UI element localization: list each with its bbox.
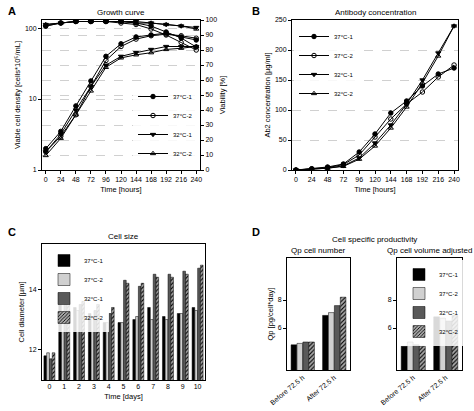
- svg-text:Antibody concentration: Antibody concentration: [335, 8, 416, 17]
- svg-text:Time [hours]: Time [hours]: [100, 185, 141, 194]
- svg-text:20: 20: [205, 136, 213, 143]
- svg-text:6: 6: [388, 324, 392, 331]
- svg-text:0: 0: [294, 176, 298, 183]
- svg-text:24: 24: [57, 176, 65, 183]
- svg-text:Before 72.5 h: Before 72.5 h: [379, 374, 416, 406]
- svg-text:48: 48: [72, 176, 80, 183]
- svg-text:32°C-2: 32°C-2: [439, 329, 458, 335]
- svg-text:96: 96: [355, 176, 363, 183]
- svg-text:240: 240: [448, 176, 460, 183]
- svg-text:Time [days]: Time [days]: [104, 392, 142, 401]
- svg-text:80: 80: [205, 46, 213, 53]
- svg-text:Qp cell number: Qp cell number: [291, 246, 346, 255]
- svg-text:C: C: [8, 226, 16, 238]
- svg-text:120: 120: [115, 176, 127, 183]
- svg-text:0: 0: [283, 166, 287, 173]
- svg-text:72: 72: [87, 176, 95, 183]
- svg-text:30: 30: [205, 121, 213, 128]
- svg-text:2: 2: [77, 383, 81, 390]
- svg-text:70: 70: [205, 61, 213, 68]
- svg-text:37°C-1: 37°C-1: [334, 34, 353, 40]
- svg-text:12: 12: [29, 346, 37, 353]
- svg-text:192: 192: [160, 176, 172, 183]
- svg-text:168: 168: [401, 176, 413, 183]
- svg-text:32°C-2: 32°C-2: [334, 91, 353, 97]
- svg-text:4: 4: [107, 383, 111, 390]
- svg-text:150: 150: [275, 76, 287, 83]
- svg-text:1: 1: [33, 166, 37, 173]
- svg-text:8: 8: [388, 296, 392, 303]
- svg-text:250: 250: [275, 16, 287, 23]
- svg-text:32°C-2: 32°C-2: [84, 315, 103, 321]
- svg-text:200: 200: [275, 46, 287, 53]
- svg-text:Time [hours]: Time [hours]: [354, 185, 395, 194]
- svg-text:72: 72: [339, 176, 347, 183]
- svg-text:9: 9: [181, 383, 185, 390]
- svg-text:5: 5: [122, 383, 126, 390]
- svg-text:37°C-2: 37°C-2: [334, 53, 353, 59]
- svg-text:96: 96: [102, 176, 110, 183]
- svg-text:32°C-1: 32°C-1: [173, 132, 192, 138]
- svg-text:37°C-2: 37°C-2: [84, 277, 103, 283]
- svg-text:Cell size: Cell size: [108, 232, 139, 241]
- svg-text:Cell specific productivity: Cell specific productivity: [332, 235, 417, 244]
- svg-text:14: 14: [29, 286, 37, 293]
- svg-text:216: 216: [175, 176, 187, 183]
- svg-text:60: 60: [205, 76, 213, 83]
- svg-text:Qp [pg/cell*day]: Qp [pg/cell*day]: [266, 288, 275, 341]
- svg-text:8: 8: [166, 383, 170, 390]
- svg-text:10: 10: [29, 95, 37, 102]
- svg-text:6: 6: [278, 324, 282, 331]
- svg-text:1: 1: [62, 383, 66, 390]
- svg-text:100: 100: [25, 25, 37, 32]
- svg-text:Ab2 concentration [µg/ml]: Ab2 concentration [µg/ml]: [263, 52, 272, 137]
- svg-text:37°C-1: 37°C-1: [439, 272, 458, 278]
- svg-text:8: 8: [278, 296, 282, 303]
- svg-text:0: 0: [47, 383, 51, 390]
- svg-text:Cell diameter [µm]: Cell diameter [µm]: [17, 281, 26, 342]
- svg-text:Viable cell density [cells*10⁵: Viable cell density [cells*10⁵/mL]: [13, 41, 22, 149]
- svg-text:After 72.5 h: After 72.5 h: [305, 374, 337, 403]
- svg-text:37°C-2: 37°C-2: [173, 113, 192, 119]
- svg-text:32°C-1: 32°C-1: [439, 310, 458, 316]
- svg-text:192: 192: [417, 176, 429, 183]
- svg-text:7: 7: [151, 383, 155, 390]
- svg-text:Viability [%]: Viability [%]: [218, 76, 227, 115]
- svg-text:Qp cell volume adjusted: Qp cell volume adjusted: [387, 246, 472, 255]
- svg-text:0: 0: [205, 166, 209, 173]
- svg-text:6: 6: [136, 383, 140, 390]
- svg-text:3: 3: [92, 383, 96, 390]
- svg-text:50: 50: [279, 136, 287, 143]
- svg-text:After 72.5 h: After 72.5 h: [416, 374, 448, 403]
- svg-text:10: 10: [205, 151, 213, 158]
- svg-text:37°C-2: 37°C-2: [439, 291, 458, 297]
- svg-text:37°C-1: 37°C-1: [173, 94, 192, 100]
- svg-text:144: 144: [385, 176, 397, 183]
- svg-text:120: 120: [369, 176, 381, 183]
- svg-text:Before 72.5 h: Before 72.5 h: [269, 374, 306, 406]
- svg-text:D: D: [252, 226, 260, 238]
- svg-text:168: 168: [145, 176, 157, 183]
- svg-text:90: 90: [205, 31, 213, 38]
- svg-text:24: 24: [308, 176, 316, 183]
- svg-text:100: 100: [275, 106, 287, 113]
- svg-text:144: 144: [130, 176, 142, 183]
- svg-text:32°C-2: 32°C-2: [173, 151, 192, 157]
- svg-text:B: B: [252, 5, 260, 17]
- svg-text:37°C-1: 37°C-1: [84, 258, 103, 264]
- svg-text:240: 240: [190, 176, 202, 183]
- svg-text:40: 40: [205, 106, 213, 113]
- svg-text:32°C-1: 32°C-1: [84, 296, 103, 302]
- svg-text:48: 48: [324, 176, 332, 183]
- svg-text:32°C-1: 32°C-1: [334, 72, 353, 78]
- svg-text:10: 10: [194, 383, 202, 390]
- svg-text:0: 0: [44, 176, 48, 183]
- svg-text:50: 50: [205, 91, 213, 98]
- svg-text:Growth curve: Growth curve: [97, 8, 145, 17]
- svg-text:A: A: [8, 5, 16, 17]
- svg-text:100: 100: [205, 16, 217, 23]
- svg-text:216: 216: [432, 176, 444, 183]
